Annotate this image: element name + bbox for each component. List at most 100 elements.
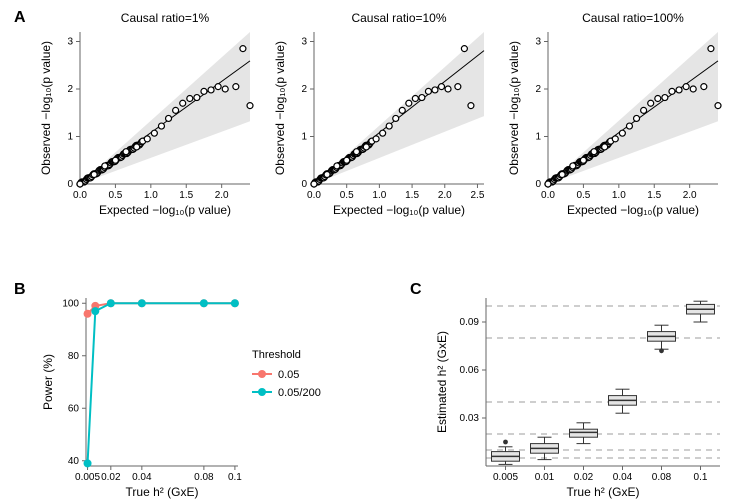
y-tick-label: 1 bbox=[301, 132, 307, 143]
legend-title: Threshold bbox=[252, 349, 301, 361]
qq-point bbox=[669, 88, 675, 94]
qq-point bbox=[233, 84, 239, 90]
qq-point bbox=[634, 115, 640, 121]
qq-point bbox=[701, 84, 707, 90]
legend-label: 0.05 bbox=[278, 369, 299, 381]
y-tick-label: 0 bbox=[67, 179, 73, 190]
panel-label-c: C bbox=[410, 281, 422, 298]
qq-point bbox=[208, 87, 214, 93]
qq-point bbox=[425, 88, 431, 94]
y-axis-label: Estimated h² (GxE) bbox=[435, 331, 449, 433]
qq-point bbox=[386, 123, 392, 129]
qq-point bbox=[180, 100, 186, 106]
legend-label: 0.05/200 bbox=[278, 387, 321, 399]
x-tick-label: 1.0 bbox=[612, 190, 626, 201]
qq-point bbox=[455, 84, 461, 90]
qq-point bbox=[683, 84, 689, 90]
x-tick-label: 1.0 bbox=[144, 190, 158, 201]
qq-point bbox=[311, 181, 317, 187]
qq-point bbox=[134, 144, 140, 150]
outlier bbox=[659, 348, 664, 353]
y-tick-label: 100 bbox=[62, 298, 79, 309]
qq-point bbox=[662, 95, 668, 101]
qq-point bbox=[144, 136, 150, 142]
panel-label-a: A bbox=[14, 9, 26, 26]
power-point bbox=[138, 299, 146, 307]
qq-point bbox=[194, 95, 200, 101]
qq-point bbox=[102, 163, 108, 169]
y-tick-label: 3 bbox=[535, 37, 541, 48]
qq-point bbox=[158, 123, 164, 129]
x-tick-label: 1.0 bbox=[372, 190, 386, 201]
qq-point bbox=[151, 130, 157, 136]
qq-point bbox=[187, 96, 193, 102]
box bbox=[570, 429, 598, 437]
power-point bbox=[84, 459, 92, 467]
qq-point bbox=[580, 157, 586, 163]
qq-point bbox=[354, 149, 360, 155]
x-tick-label: 0.1 bbox=[228, 472, 242, 483]
qq-point bbox=[602, 144, 608, 150]
x-tick-label: 2.0 bbox=[683, 190, 697, 201]
y-tick-label: 1 bbox=[535, 132, 541, 143]
qq-point bbox=[363, 144, 369, 150]
qq-ci-ribbon bbox=[548, 32, 718, 184]
y-axis-label: Observed −log₁₀(p value) bbox=[273, 41, 287, 175]
qq-point bbox=[112, 157, 118, 163]
qq-point bbox=[222, 86, 228, 92]
x-tick-label: 0.08 bbox=[194, 472, 214, 483]
qq-point bbox=[648, 100, 654, 106]
power-line bbox=[88, 303, 235, 463]
power-point bbox=[107, 299, 115, 307]
y-tick-label: 60 bbox=[68, 403, 80, 414]
qq-point bbox=[468, 103, 474, 109]
y-axis-label: Observed −log₁₀(p value) bbox=[39, 41, 53, 175]
y-axis-label: Observed −log₁₀(p value) bbox=[507, 41, 521, 175]
x-axis-label: True h² (GxE) bbox=[126, 485, 199, 499]
x-tick-label: 0.04 bbox=[613, 472, 633, 483]
qq-point bbox=[439, 84, 445, 90]
qq-point bbox=[570, 163, 576, 169]
qq-point bbox=[676, 87, 682, 93]
x-tick-label: 0.01 bbox=[535, 472, 555, 483]
y-tick-label: 40 bbox=[68, 456, 80, 467]
y-axis-label: Power (%) bbox=[41, 354, 55, 410]
qq-point bbox=[545, 181, 551, 187]
x-tick-label: 1.5 bbox=[647, 190, 661, 201]
qq-point bbox=[166, 115, 172, 121]
qq-point bbox=[445, 86, 451, 92]
qq-point bbox=[708, 46, 714, 52]
qq-point bbox=[641, 107, 647, 113]
y-tick-label: 3 bbox=[301, 37, 307, 48]
outlier bbox=[503, 440, 508, 445]
panel-label-b: B bbox=[14, 281, 26, 298]
y-tick-label: 0 bbox=[301, 179, 307, 190]
qq-point bbox=[399, 107, 405, 113]
y-tick-label: 0.09 bbox=[460, 317, 480, 328]
qq-point bbox=[201, 88, 207, 94]
qq-point bbox=[215, 84, 221, 90]
figure-root: 0.00.51.01.52.00123Causal ratio=1%Expect… bbox=[0, 0, 729, 504]
x-tick-label: 0.005 bbox=[493, 472, 518, 483]
y-tick-label: 0.06 bbox=[460, 365, 480, 376]
qq-point bbox=[612, 136, 618, 142]
x-tick-label: 0.0 bbox=[541, 190, 555, 201]
qq-point bbox=[690, 86, 696, 92]
qq-point bbox=[619, 130, 625, 136]
x-tick-label: 0.0 bbox=[73, 190, 87, 201]
qq-point bbox=[240, 46, 246, 52]
qq-point bbox=[461, 46, 467, 52]
x-axis-label: Expected −log₁₀(p value) bbox=[567, 203, 699, 217]
legend-swatch bbox=[258, 370, 266, 378]
x-axis-label: True h² (GxE) bbox=[567, 485, 640, 499]
qq-point bbox=[626, 123, 632, 129]
y-tick-label: 3 bbox=[67, 37, 73, 48]
qq-point bbox=[406, 100, 412, 106]
x-tick-label: 2.5 bbox=[471, 190, 485, 201]
qq-point bbox=[412, 96, 418, 102]
x-tick-label: 0.5 bbox=[340, 190, 354, 201]
legend-swatch bbox=[258, 388, 266, 396]
power-point bbox=[200, 299, 208, 307]
subplot-title: Causal ratio=100% bbox=[582, 11, 684, 25]
qq-point bbox=[380, 130, 386, 136]
